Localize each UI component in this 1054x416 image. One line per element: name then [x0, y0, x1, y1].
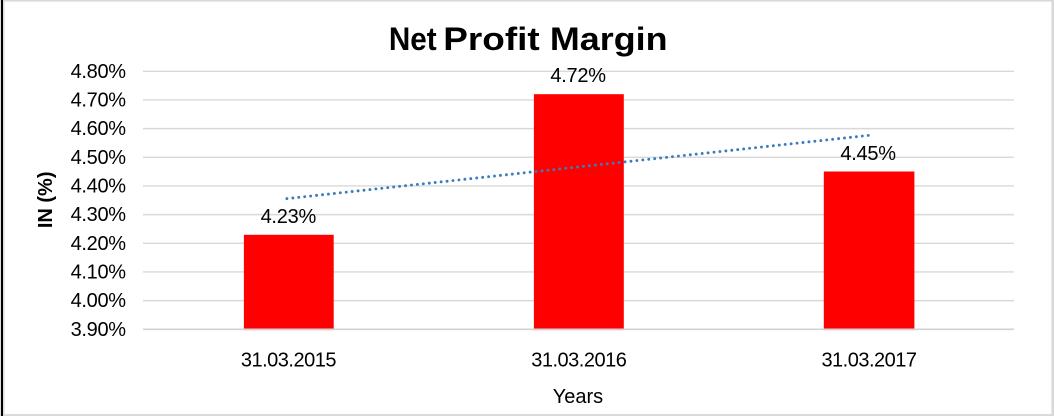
svg-text:31.03.2015: 31.03.2015	[241, 350, 336, 372]
svg-text:3.90%: 3.90%	[71, 319, 127, 341]
svg-text:4.80%: 4.80%	[71, 61, 127, 83]
svg-text:4.50%: 4.50%	[71, 147, 127, 169]
svg-text:4.45%: 4.45%	[840, 143, 896, 165]
svg-text:4.60%: 4.60%	[71, 118, 127, 140]
svg-text:4.00%: 4.00%	[71, 290, 127, 312]
svg-text:4.72%: 4.72%	[550, 65, 606, 87]
svg-text:4.20%: 4.20%	[71, 233, 127, 255]
svg-text:Net: Net	[389, 21, 437, 57]
svg-text:4.23%: 4.23%	[261, 206, 317, 228]
svg-text:Margin: Margin	[550, 22, 668, 58]
svg-text:4.40%: 4.40%	[71, 176, 127, 198]
svg-text:4.30%: 4.30%	[71, 204, 127, 226]
svg-text:Years: Years	[553, 386, 603, 408]
svg-text:IN (%): IN (%)	[35, 172, 57, 229]
svg-text:31.03.2016: 31.03.2016	[531, 350, 626, 372]
svg-text:Profit: Profit	[443, 22, 540, 57]
svg-text:4.70%: 4.70%	[71, 90, 127, 112]
svg-text:31.03.2017: 31.03.2017	[821, 350, 916, 372]
svg-text:4.10%: 4.10%	[71, 262, 127, 284]
